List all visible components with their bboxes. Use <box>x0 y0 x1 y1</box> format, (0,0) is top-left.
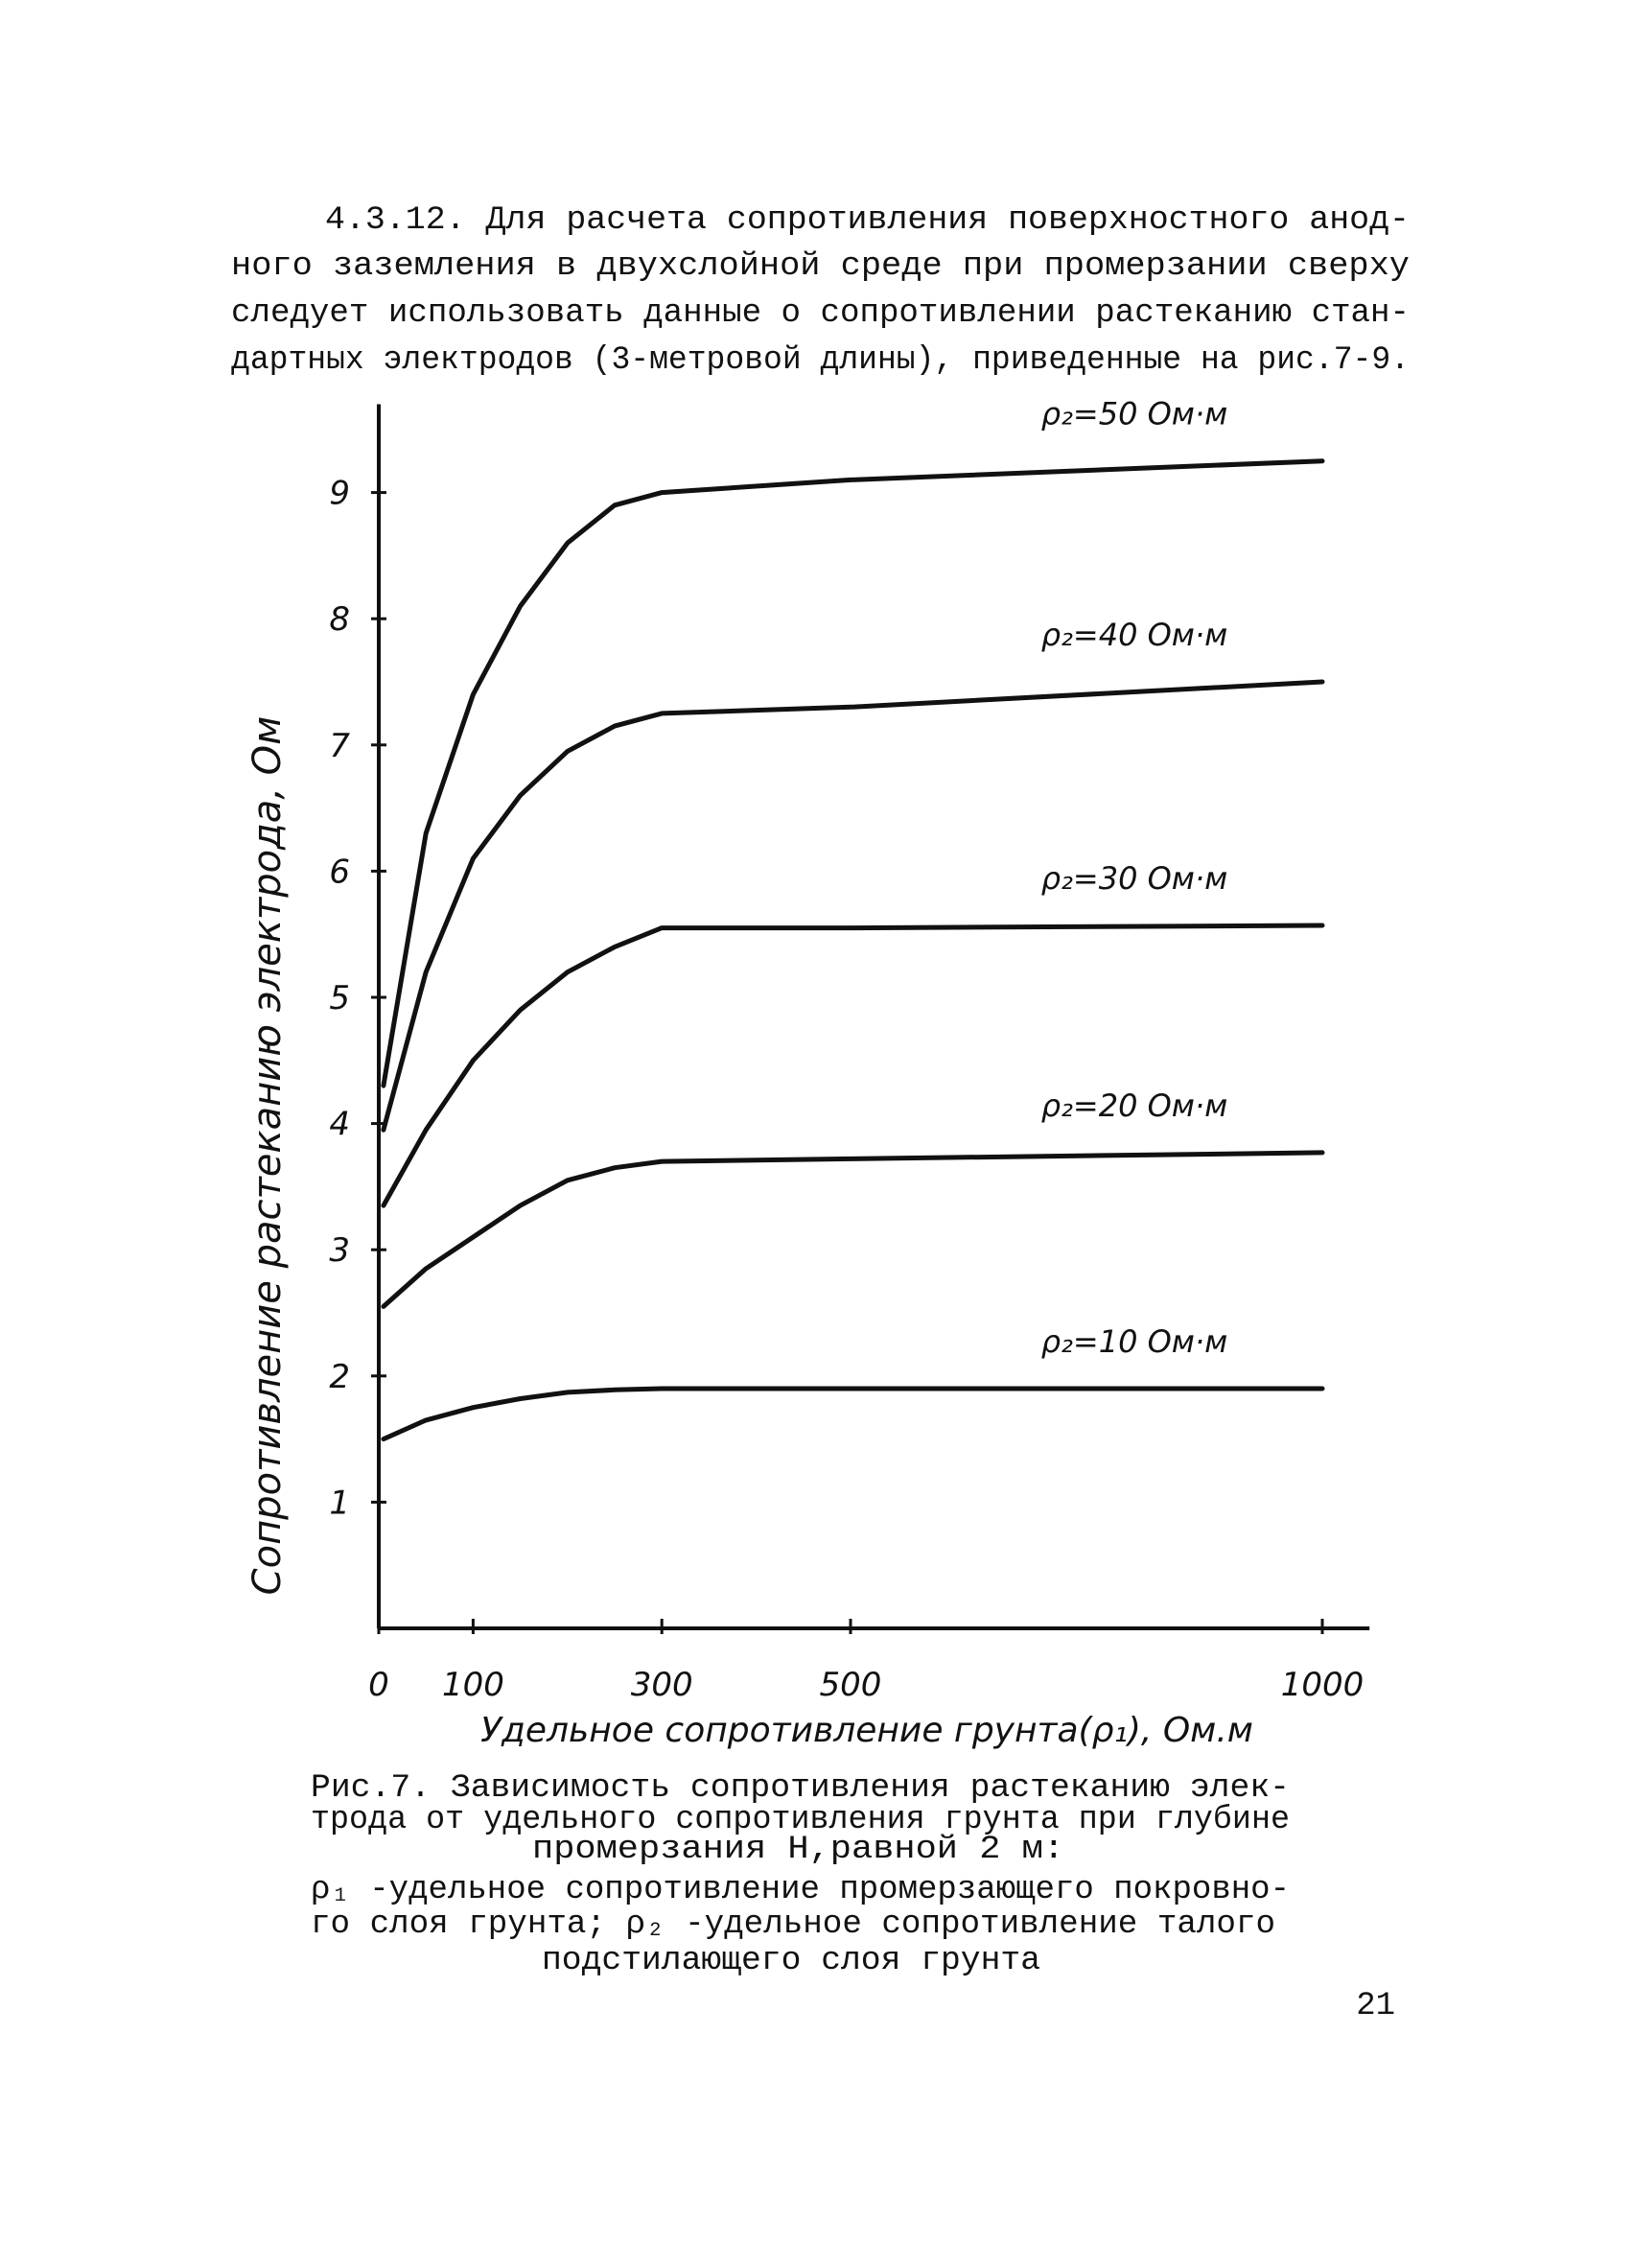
y-tick-label: 5 <box>329 979 350 1017</box>
paragraph-line: следует использовать данные о сопротивле… <box>231 295 1410 332</box>
curve <box>381 679 1325 1133</box>
caption-line: подстилающего слоя грунта <box>542 1943 1040 1979</box>
paragraph-line: 4.3.12. Для расчета сопротивления поверх… <box>325 202 1410 239</box>
caption-line: промерзания Н,равной 2 м: <box>532 1832 1064 1868</box>
x-tick-label: 100 <box>442 1666 504 1704</box>
curve <box>381 458 1325 1088</box>
x-tick-label: 0 <box>368 1666 389 1704</box>
page-number: 21 <box>1356 1988 1395 2024</box>
curve-label: ρ₂=30 Ом·м <box>1041 860 1227 897</box>
curve <box>381 1386 1325 1442</box>
curve <box>381 923 1325 1208</box>
y-tick-label: 7 <box>329 727 350 765</box>
paragraph: 4.3.12. Для расчета сопротивления поверх… <box>231 202 1410 379</box>
y-tick-label: 4 <box>329 1106 350 1144</box>
y-tick-label: 6 <box>329 853 350 891</box>
caption-line: Рис.7. Зависимость сопротивления растека… <box>311 1770 1290 1807</box>
x-tick-label: 1000 <box>1281 1666 1365 1704</box>
caption-line: го слоя грунта; ρ₂ -удельное сопротивлен… <box>311 1906 1275 1943</box>
caption: Рис.7. Зависимость сопротивления растека… <box>311 1770 1290 1979</box>
caption-line: ρ₁ -удельное сопротивление промерзающего… <box>311 1872 1290 1908</box>
chart: 1 2 3 4 5 6 7 8 9 0 100 300 500 1000 Удельное сопротив… <box>245 396 1370 1750</box>
curve-label: ρ₂=10 Ом·м <box>1041 1323 1227 1360</box>
y-axis-title: Сопротивление растеканию электрода, Ом <box>245 716 290 1596</box>
y-tick-label: 9 <box>329 475 350 513</box>
paragraph-line: дартных электродов (3-метровой длины), п… <box>231 342 1410 379</box>
x-tick-label: 500 <box>820 1666 882 1704</box>
paragraph-line: ного заземления в двухслойной среде при … <box>231 248 1410 285</box>
curve-label: ρ₂=50 Ом·м <box>1041 396 1227 433</box>
y-tick-label: 2 <box>329 1358 350 1396</box>
x-tick-label: 300 <box>631 1666 693 1704</box>
curve-label: ρ₂=40 Ом·м <box>1041 617 1227 653</box>
caption-line: трода от удельного сопротивления грунта … <box>311 1802 1290 1838</box>
curve-label: ρ₂=20 Ом·м <box>1041 1087 1227 1124</box>
curve <box>381 1150 1325 1309</box>
y-tick-label: 8 <box>329 600 350 639</box>
y-tick-label: 3 <box>329 1231 350 1270</box>
y-tick-label: 1 <box>329 1484 350 1522</box>
x-axis-title: Удельное сопротивление грунта(ρ₁), Ом.м <box>480 1711 1253 1750</box>
